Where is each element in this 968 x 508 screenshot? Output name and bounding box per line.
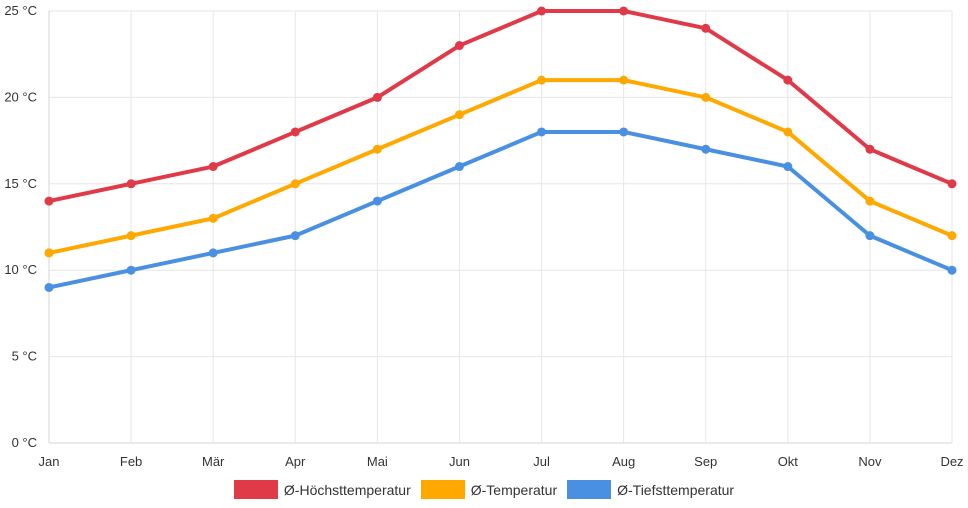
legend-swatch-max — [233, 480, 278, 499]
data-point[interactable] — [783, 75, 793, 85]
data-point[interactable] — [783, 127, 793, 137]
y-tick-label: 5 °C — [12, 349, 37, 364]
series-2 — [44, 127, 957, 292]
data-point[interactable] — [701, 92, 711, 102]
x-tick-label: Aug — [612, 454, 635, 469]
data-point[interactable] — [619, 75, 629, 85]
x-tick-label: Mär — [202, 454, 225, 469]
axes: 0 °C 5 °C 10 °C 15 °C 20 °C 25 °C Jan Feb Mär Apr… — [4, 3, 963, 469]
data-point[interactable] — [372, 144, 382, 154]
data-point[interactable] — [619, 6, 629, 16]
data-point[interactable] — [619, 127, 629, 137]
data-point[interactable] — [537, 127, 547, 137]
data-point[interactable] — [454, 162, 464, 172]
data-point[interactable] — [701, 23, 711, 33]
series-1 — [44, 75, 957, 258]
data-point[interactable] — [537, 6, 547, 16]
data-point[interactable] — [126, 179, 136, 189]
data-point[interactable] — [783, 162, 793, 172]
data-point[interactable] — [290, 127, 300, 137]
data-point[interactable] — [865, 231, 875, 241]
y-tick-label: 0 °C — [12, 435, 37, 450]
series-line — [47, 78, 954, 255]
data-point[interactable] — [372, 196, 382, 206]
data-point[interactable] — [44, 196, 54, 206]
x-tick-label: Nov — [858, 454, 882, 469]
line-chart: 0 °C 5 °C 10 °C 15 °C 20 °C 25 °C Jan Feb Mär Apr… — [4, 3, 963, 469]
x-tick-label: Dez — [940, 454, 963, 469]
data-point[interactable] — [701, 144, 711, 154]
data-point[interactable] — [290, 231, 300, 241]
data-point[interactable] — [454, 41, 464, 51]
x-tick-label: Jun — [449, 454, 470, 469]
series-line — [47, 9, 954, 204]
data-point[interactable] — [290, 179, 300, 189]
data-point[interactable] — [947, 231, 957, 241]
data-point[interactable] — [865, 196, 875, 206]
data-point[interactable] — [126, 231, 136, 241]
data-point[interactable] — [372, 92, 382, 102]
data-point[interactable] — [865, 144, 875, 154]
data-point[interactable] — [537, 75, 547, 85]
data-point[interactable] — [454, 110, 464, 120]
x-tick-label: Apr — [285, 454, 306, 469]
series-line — [47, 129, 954, 290]
data-point[interactable] — [208, 248, 218, 258]
data-point[interactable] — [44, 248, 54, 258]
x-tick-label: Jan — [39, 454, 60, 469]
x-tick-label: Mai — [367, 454, 388, 469]
legend-label-avg: Ø-Temperatur — [470, 481, 558, 498]
data-point[interactable] — [947, 265, 957, 275]
series-group — [44, 6, 957, 292]
legend-swatch-min — [567, 480, 612, 499]
y-tick-label: 10 °C — [4, 262, 37, 277]
legend-item-max[interactable]: Ø-Höchsttemperatur — [233, 480, 411, 499]
legend-label-max: Ø-Höchsttemperatur — [283, 481, 411, 498]
data-point[interactable] — [208, 213, 218, 223]
y-tick-label: 15 °C — [4, 176, 37, 191]
legend: Ø-Höchsttemperatur Ø-Temperatur Ø-Tiefst… — [0, 480, 968, 499]
y-tick-label: 20 °C — [4, 89, 37, 104]
legend-swatch-avg — [420, 480, 465, 499]
data-point[interactable] — [947, 179, 957, 189]
series-0 — [44, 6, 957, 206]
x-tick-label: Okt — [778, 454, 799, 469]
legend-label-min: Ø-Tiefsttemperatur — [617, 481, 735, 498]
legend-item-min[interactable]: Ø-Tiefsttemperatur — [567, 480, 734, 499]
legend-item-avg[interactable]: Ø-Temperatur — [420, 480, 558, 499]
x-tick-label: Sep — [694, 454, 717, 469]
y-tick-label: 25 °C — [4, 3, 37, 18]
data-point[interactable] — [126, 265, 136, 275]
data-point[interactable] — [44, 282, 54, 292]
grid — [48, 10, 953, 444]
x-tick-label: Feb — [120, 454, 142, 469]
data-point[interactable] — [208, 162, 218, 172]
x-tick-label: Jul — [533, 454, 550, 469]
